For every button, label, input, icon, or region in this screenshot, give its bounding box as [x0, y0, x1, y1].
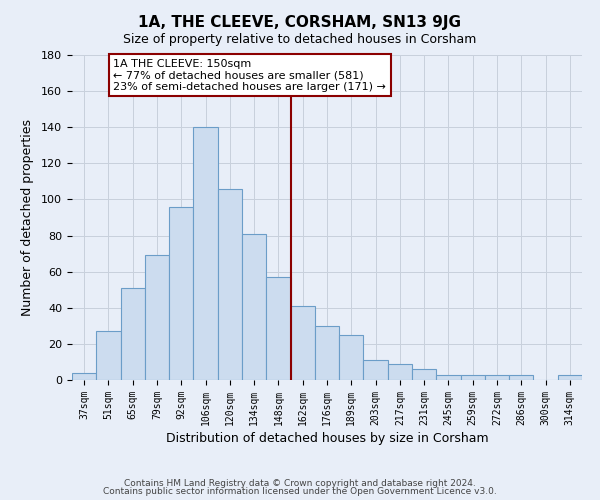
- Bar: [485, 374, 509, 380]
- Bar: [121, 288, 145, 380]
- Bar: [558, 374, 582, 380]
- Bar: [461, 374, 485, 380]
- Bar: [339, 335, 364, 380]
- Text: Size of property relative to detached houses in Corsham: Size of property relative to detached ho…: [124, 32, 476, 46]
- Bar: [364, 360, 388, 380]
- Bar: [72, 373, 96, 380]
- Text: 1A THE CLEEVE: 150sqm
← 77% of detached houses are smaller (581)
23% of semi-det: 1A THE CLEEVE: 150sqm ← 77% of detached …: [113, 58, 386, 92]
- Bar: [242, 234, 266, 380]
- Bar: [290, 306, 315, 380]
- Text: 1A, THE CLEEVE, CORSHAM, SN13 9JG: 1A, THE CLEEVE, CORSHAM, SN13 9JG: [139, 15, 461, 30]
- Bar: [169, 206, 193, 380]
- Text: Contains public sector information licensed under the Open Government Licence v3: Contains public sector information licen…: [103, 487, 497, 496]
- Bar: [193, 127, 218, 380]
- Bar: [218, 188, 242, 380]
- Bar: [145, 256, 169, 380]
- Bar: [509, 374, 533, 380]
- X-axis label: Distribution of detached houses by size in Corsham: Distribution of detached houses by size …: [166, 432, 488, 445]
- Text: Contains HM Land Registry data © Crown copyright and database right 2024.: Contains HM Land Registry data © Crown c…: [124, 478, 476, 488]
- Bar: [266, 277, 290, 380]
- Bar: [412, 369, 436, 380]
- Bar: [436, 374, 461, 380]
- Bar: [96, 331, 121, 380]
- Bar: [388, 364, 412, 380]
- Y-axis label: Number of detached properties: Number of detached properties: [21, 119, 34, 316]
- Bar: [315, 326, 339, 380]
